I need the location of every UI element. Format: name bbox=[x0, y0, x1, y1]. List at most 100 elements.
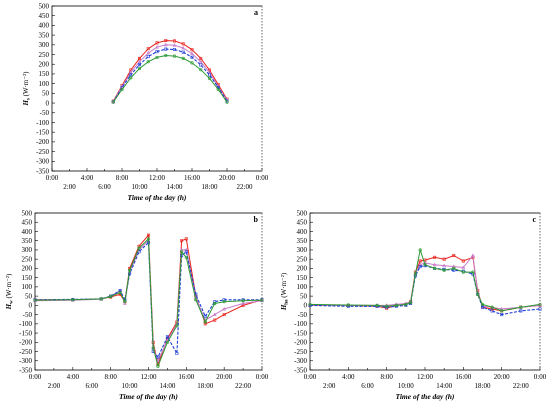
data-point bbox=[137, 246, 141, 250]
data-point bbox=[260, 298, 264, 302]
data-point bbox=[216, 87, 220, 92]
series-line bbox=[34, 241, 262, 359]
x-tick-label: 0:00 bbox=[29, 373, 42, 381]
x-tick-label: 22:00 bbox=[237, 183, 253, 191]
data-point bbox=[394, 303, 398, 307]
data-point bbox=[375, 303, 379, 307]
y-tick-label: -100 bbox=[19, 320, 32, 328]
data-point bbox=[499, 306, 504, 311]
x-tick-label: 16:00 bbox=[184, 174, 200, 182]
data-point bbox=[190, 51, 194, 55]
data-point bbox=[199, 63, 203, 67]
y-tick-label: 150 bbox=[22, 274, 33, 282]
data-point bbox=[127, 268, 132, 272]
series-line bbox=[309, 265, 541, 316]
data-point bbox=[207, 76, 212, 81]
series-line bbox=[34, 237, 263, 368]
data-point bbox=[184, 237, 188, 241]
data-point bbox=[181, 42, 185, 46]
data-point bbox=[461, 270, 465, 274]
y-axis-title: Hs (W·m⁻²) bbox=[22, 71, 32, 107]
data-point bbox=[212, 312, 217, 316]
data-point bbox=[418, 259, 422, 263]
data-point bbox=[208, 73, 212, 77]
y-tick-label: 500 bbox=[39, 2, 50, 10]
data-point bbox=[165, 340, 170, 344]
data-point bbox=[409, 300, 413, 305]
data-point bbox=[198, 59, 203, 64]
x-tick-label: 22:00 bbox=[235, 382, 251, 390]
data-point bbox=[222, 300, 226, 304]
x-tick-label: 8:00 bbox=[380, 373, 393, 381]
data-point bbox=[308, 302, 312, 307]
series-line bbox=[112, 48, 228, 103]
y-tick-label: 350 bbox=[22, 237, 33, 245]
data-point bbox=[118, 290, 122, 295]
data-point bbox=[111, 100, 115, 104]
data-point bbox=[33, 298, 37, 302]
data-point bbox=[181, 50, 185, 54]
data-point bbox=[213, 318, 217, 322]
data-point bbox=[423, 263, 427, 267]
data-point bbox=[213, 301, 217, 306]
x-tick-label: 12:00 bbox=[417, 373, 433, 381]
y-tick-label: 50 bbox=[300, 292, 308, 300]
data-point bbox=[155, 45, 159, 49]
x-tick-label: 18:00 bbox=[197, 382, 213, 390]
data-point bbox=[442, 268, 446, 272]
data-point bbox=[156, 355, 160, 359]
y-tick-label: 100 bbox=[22, 283, 33, 291]
x-tick-label: 6:00 bbox=[98, 183, 111, 191]
y-tick-label: -200 bbox=[294, 339, 307, 347]
x-tick-label: 20:00 bbox=[216, 373, 232, 381]
data-point bbox=[241, 303, 245, 307]
y-tick-label: 200 bbox=[297, 265, 308, 273]
y-tick-label: 50 bbox=[42, 90, 50, 98]
series-line bbox=[310, 254, 541, 312]
data-point bbox=[241, 301, 245, 305]
y-axis-title: Hha (W·m⁻²) bbox=[280, 272, 290, 311]
y-tick-label: 100 bbox=[39, 80, 50, 88]
y-tick-label: 150 bbox=[39, 70, 50, 78]
data-point bbox=[165, 335, 169, 339]
plot-frame bbox=[309, 212, 541, 371]
y-tick-label: 400 bbox=[39, 22, 50, 30]
data-point bbox=[222, 298, 226, 302]
data-point bbox=[129, 76, 133, 80]
y-tick-label: -200 bbox=[19, 339, 32, 347]
data-point bbox=[146, 54, 150, 58]
data-point bbox=[418, 265, 422, 269]
x-tick-label: 14:00 bbox=[167, 183, 183, 191]
panel-letter: b bbox=[254, 215, 259, 224]
x-tick-label: 6:00 bbox=[361, 382, 374, 390]
y-tick-label: -150 bbox=[36, 128, 49, 136]
series-line bbox=[112, 54, 228, 103]
x-tick-label: 0:00 bbox=[46, 174, 59, 182]
data-point bbox=[190, 55, 194, 59]
data-point bbox=[519, 305, 523, 309]
data-point bbox=[109, 294, 113, 299]
y-tick-label: -50 bbox=[40, 109, 50, 117]
data-point bbox=[155, 41, 159, 45]
x-tick-label: 16:00 bbox=[178, 373, 194, 381]
y-tick-label: 250 bbox=[39, 51, 50, 59]
y-tick-label: -250 bbox=[36, 148, 49, 156]
data-point bbox=[404, 302, 408, 307]
x-tick-label: 4:00 bbox=[81, 174, 94, 182]
data-point bbox=[146, 50, 151, 55]
y-tick-label: 300 bbox=[39, 41, 50, 49]
data-point bbox=[538, 303, 542, 307]
x-tick-label: 4:00 bbox=[67, 373, 80, 381]
data-point bbox=[471, 270, 475, 274]
y-tick-label: 500 bbox=[297, 209, 308, 217]
data-point bbox=[175, 351, 179, 355]
data-point bbox=[123, 300, 127, 304]
data-point bbox=[203, 314, 207, 318]
x-tick-label: 8:00 bbox=[104, 373, 117, 381]
data-point bbox=[476, 292, 480, 296]
y-tick-label: 350 bbox=[39, 31, 50, 39]
data-point bbox=[500, 313, 504, 317]
y-tick-label: -250 bbox=[294, 348, 307, 356]
